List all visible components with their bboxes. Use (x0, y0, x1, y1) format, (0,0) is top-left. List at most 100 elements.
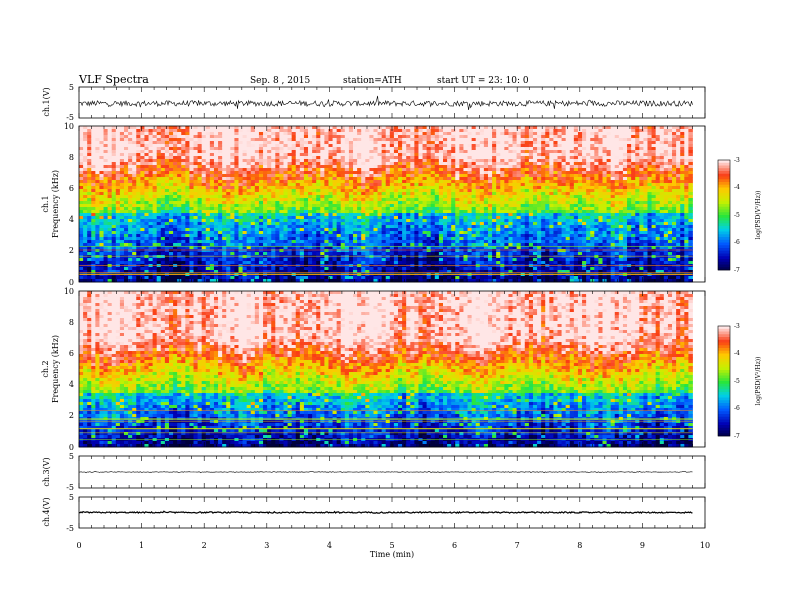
spectrogram-cell (119, 189, 125, 193)
spectrogram-cell (438, 159, 444, 163)
spectrogram-cell (299, 138, 305, 142)
spectrogram-cell (177, 132, 182, 136)
spectrogram-cell (381, 138, 387, 142)
spectrogram-cell (369, 204, 374, 208)
spectrogram-cell (320, 222, 325, 226)
spectrogram-cell (279, 141, 284, 145)
spectrogram-cell (156, 267, 162, 271)
spectrogram-cell (402, 255, 407, 259)
spectrogram-cell (459, 192, 464, 196)
spectrogram-cell (291, 231, 297, 235)
spectrogram-cell (385, 153, 391, 157)
spectrogram-cell (250, 180, 256, 184)
spectrogram-cell (402, 243, 407, 247)
spectrogram-cell (205, 213, 211, 217)
spectrogram-cell (254, 243, 260, 247)
spectrogram-cell (234, 270, 239, 274)
spectrogram-cell (222, 234, 227, 238)
spectrogram-cell (336, 243, 342, 247)
spectrogram-cell (361, 276, 366, 280)
spectrogram-cell (160, 129, 166, 133)
spectrogram-cell (152, 126, 158, 130)
spectrogram-cell (218, 276, 223, 280)
spectrogram-cell (279, 240, 284, 244)
spectrogram-cell (393, 270, 399, 274)
spectrogram-cell (295, 189, 301, 193)
spectrogram-cell (303, 162, 309, 166)
spectrogram-cell (271, 213, 276, 217)
spectrogram-cell (238, 276, 243, 280)
spectrogram-cell (258, 165, 264, 169)
spectrogram-cell (197, 228, 203, 232)
spectrogram-cell (377, 219, 383, 223)
spectrogram-cell (410, 249, 415, 253)
spectrogram-cell (136, 249, 141, 253)
spectrogram-cell (348, 198, 354, 202)
spectrogram-cell (320, 138, 325, 142)
spectrogram-cell (328, 237, 333, 241)
spectrogram-cell (226, 252, 231, 256)
spectrogram-cell (414, 204, 419, 208)
spectrogram-cell (181, 225, 186, 229)
spectrogram-cell (295, 135, 301, 139)
spectrogram-cell (168, 141, 174, 145)
spectrogram-cell (144, 192, 149, 196)
spectrogram-cell (226, 165, 231, 169)
spectrogram-cell (267, 276, 272, 280)
spectrogram-cell (87, 159, 92, 163)
spectrogram-cell (422, 171, 428, 175)
spectrogram-cell (148, 246, 154, 250)
spectrogram-cell (398, 243, 403, 247)
spectrogram-cell (316, 237, 321, 241)
spectrogram-cell (402, 135, 407, 139)
spectrogram-cell (287, 183, 293, 187)
spectrogram-cell (107, 135, 113, 139)
spectrogram-cell (369, 138, 374, 142)
spectrogram-cell (242, 234, 248, 238)
spectrogram-cell (275, 141, 280, 145)
spectrogram-cell (443, 255, 448, 259)
spectrogram-cell (377, 153, 383, 157)
spectrogram-cell (312, 201, 317, 205)
spectrogram-cell (79, 126, 84, 130)
spectrogram-cell (189, 198, 194, 202)
spectrogram-cell (377, 222, 383, 226)
spectrogram-cell (258, 141, 264, 145)
spectrogram-cell (344, 243, 350, 247)
spectrogram-cell (430, 252, 436, 256)
spectrogram-cell (402, 276, 407, 280)
spectrogram-cell (402, 150, 407, 154)
spectrogram-cell (230, 216, 235, 220)
spectrogram-cell (348, 252, 354, 256)
spectrogram-cell (279, 183, 284, 187)
spectrogram-cell (95, 165, 100, 169)
spectrogram-cell (242, 246, 248, 250)
spectrogram-cell (132, 180, 137, 184)
spectrogram-cell (263, 258, 268, 262)
spectrogram-cell (230, 183, 235, 187)
spectrogram-cell (156, 174, 162, 178)
spectrogram-cell (467, 225, 473, 229)
spectrogram-cell (152, 177, 158, 181)
spectrogram-cell (381, 279, 387, 283)
spectrogram-cell (303, 150, 309, 154)
spectrogram-cell (299, 216, 305, 220)
spectrogram-cell (467, 132, 473, 136)
spectrogram-cell (361, 150, 366, 154)
spectrogram-cell (312, 276, 317, 280)
spectrogram-cell (447, 135, 452, 139)
spectrogram-cell (99, 183, 104, 187)
spectrogram-cell (201, 207, 207, 211)
spectrogram-cell (238, 168, 243, 172)
spectrogram-cell (83, 216, 88, 220)
spectrogram-cell (218, 147, 223, 151)
spectrogram-cell (369, 168, 374, 172)
spectrogram-cell (132, 228, 137, 232)
spectrogram-cell (279, 276, 284, 280)
spectrogram-cell (99, 159, 104, 163)
spectrogram-cell (438, 279, 444, 283)
spectrogram-cell (365, 144, 370, 148)
spectrogram-cell (353, 228, 358, 232)
spectrogram-cell (418, 243, 423, 247)
spectrogram-cell (402, 198, 407, 202)
